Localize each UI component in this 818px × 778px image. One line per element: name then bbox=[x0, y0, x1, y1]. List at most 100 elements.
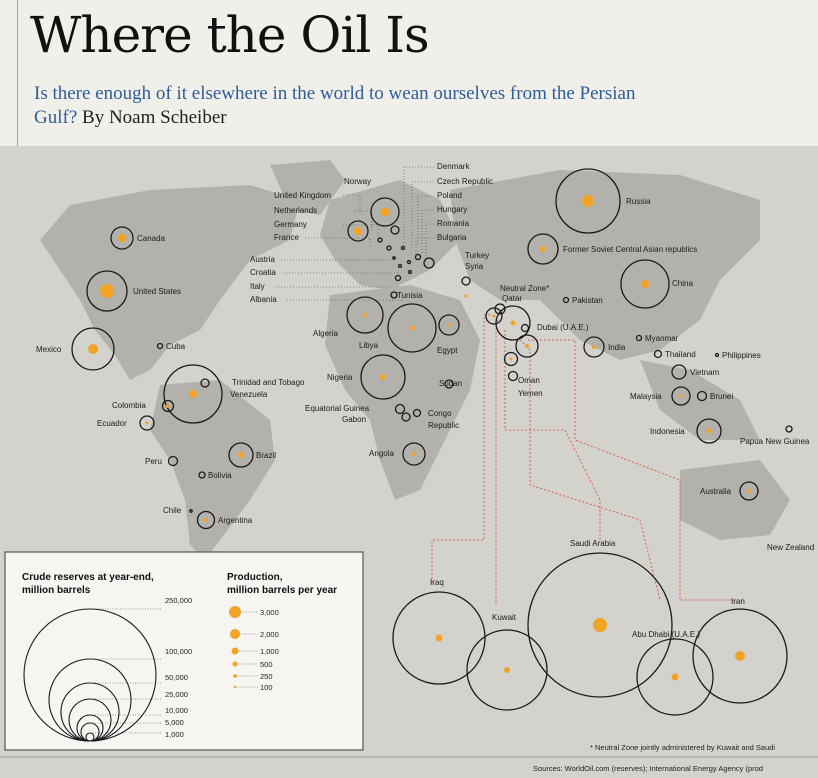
legend-prod-1000: 1,000 bbox=[260, 647, 279, 656]
legend-reserve-values: 250,000 100,000 50,000 25,000 10,000 5,0… bbox=[165, 596, 192, 739]
prod-iraq bbox=[435, 634, 443, 642]
label-malaysia: Malaysia bbox=[630, 392, 662, 401]
label-venezuela: Venezuela bbox=[230, 390, 268, 399]
label-oman: Oman bbox=[518, 376, 540, 385]
label-kuwait: Kuwait bbox=[492, 613, 517, 622]
label-australia: Australia bbox=[700, 487, 732, 496]
prod-iran bbox=[735, 651, 745, 661]
prod-qatar bbox=[492, 314, 496, 318]
reserve-mexico bbox=[71, 327, 115, 371]
leader-iran bbox=[528, 339, 735, 601]
reserve-albania bbox=[407, 269, 413, 275]
label-colombia: Colombia bbox=[112, 401, 146, 410]
label-abu-dhabi: Abu Dhabi (U.A.E.) bbox=[632, 630, 700, 639]
leader-czech bbox=[411, 181, 434, 250]
label-congo: Congo bbox=[428, 409, 452, 418]
label-libya: Libya bbox=[359, 341, 379, 350]
reserve-pakistan bbox=[562, 296, 570, 304]
reserve-neutral-zone bbox=[494, 303, 506, 315]
leader-kuwait bbox=[495, 319, 499, 605]
reserve-brazil bbox=[228, 442, 254, 468]
production-dots bbox=[88, 195, 751, 681]
label-russia: Russia bbox=[626, 197, 651, 206]
prod-australia bbox=[747, 489, 751, 493]
prod-syria bbox=[464, 294, 468, 298]
label-nigeria: Nigeria bbox=[327, 373, 353, 382]
prod-brazil bbox=[238, 452, 244, 458]
reserve-venezuela bbox=[163, 364, 223, 424]
label-trinidad: Trinidad and Tobago bbox=[232, 378, 305, 387]
prod-india bbox=[592, 345, 596, 349]
label-algeria: Algeria bbox=[313, 329, 338, 338]
label-pakistan: Pakistan bbox=[572, 296, 603, 305]
label-italy: Italy bbox=[250, 282, 265, 291]
reserve-hungary bbox=[406, 259, 412, 265]
reserve-austria bbox=[392, 256, 396, 260]
reserve-gulf-right bbox=[515, 334, 539, 358]
label-gabon: Gabon bbox=[342, 415, 366, 424]
reserve-chile bbox=[189, 509, 193, 513]
label-cuba: Cuba bbox=[166, 342, 186, 351]
legend-prod-250: 250 bbox=[260, 672, 273, 681]
prod-egypt bbox=[447, 323, 451, 327]
greenland-land bbox=[270, 160, 345, 215]
reserve-thailand bbox=[653, 349, 663, 359]
reserve-denmark bbox=[390, 225, 400, 235]
label-papua-new-guinea: Papua New Guinea bbox=[740, 437, 810, 446]
legend-reserves-title-1: Crude reserves at year-end, bbox=[22, 572, 154, 583]
reserve-indonesia bbox=[696, 418, 722, 444]
reserve-kuwait bbox=[466, 629, 548, 711]
reserve-australia bbox=[739, 481, 759, 501]
reserve-angola bbox=[402, 442, 426, 466]
legend-reserve-5000: 5,000 bbox=[165, 718, 184, 727]
reserve-china bbox=[620, 259, 670, 309]
europe-leader-lines bbox=[275, 166, 434, 301]
leader-hungary bbox=[421, 209, 434, 255]
label-neutral-zone: Neutral Zone* bbox=[500, 284, 549, 293]
label-dubai: Dubai (U.A.E.) bbox=[537, 323, 589, 332]
legend-production-title-1: Production, bbox=[227, 572, 283, 583]
reserve-vietnam bbox=[671, 364, 687, 380]
reserve-poland bbox=[400, 245, 406, 251]
reserve-iraq bbox=[392, 591, 486, 685]
prod-norway bbox=[380, 207, 390, 217]
reserve-congo bbox=[412, 408, 422, 418]
leader-bulgaria bbox=[415, 237, 434, 262]
leader-abu-dhabi bbox=[519, 339, 661, 601]
label-ecuador: Ecuador bbox=[97, 419, 127, 428]
legend-reserve-100000: 100,000 bbox=[165, 647, 192, 656]
prod-china bbox=[641, 280, 649, 288]
reserve-germany bbox=[386, 245, 392, 251]
legend-dot-1000 bbox=[231, 647, 239, 655]
legend-production-values: 3,000 2,000 1,000 500 250 100 bbox=[260, 608, 279, 692]
legend-prod-500: 500 bbox=[260, 660, 273, 669]
prod-saudi-arabia bbox=[593, 618, 607, 632]
legend-production-dots bbox=[229, 606, 241, 689]
reserve-iran bbox=[692, 608, 788, 704]
reserve-turkey-syria bbox=[423, 257, 435, 269]
label-romania: Romania bbox=[437, 219, 470, 228]
subtitle-question: Is there enough of it elsewhere in the w… bbox=[34, 83, 636, 128]
label-yemen: Yemen bbox=[518, 389, 543, 398]
label-vietnam: Vietnam bbox=[690, 368, 720, 377]
country-labels: Canada United States Mexico Cuba Trinida… bbox=[36, 162, 814, 639]
leader-france bbox=[305, 237, 371, 246]
reserve-trinidad bbox=[200, 378, 210, 388]
world-oil-map: Canada United States Mexico Cuba Trinida… bbox=[0, 160, 818, 773]
page-title: Where the Oil Is bbox=[30, 6, 430, 64]
label-indonesia: Indonesia bbox=[650, 427, 685, 436]
label-syria: Syria bbox=[465, 262, 484, 271]
label-qatar: Qatar bbox=[502, 294, 522, 303]
label-sudan: Sudan bbox=[439, 379, 462, 388]
reserve-yemen bbox=[507, 370, 519, 382]
prod-nigeria bbox=[380, 374, 386, 380]
reserve-philippines bbox=[714, 352, 720, 358]
legend-prod-2000: 2,000 bbox=[260, 630, 279, 639]
legend-reserve-25000: 25,000 bbox=[165, 690, 188, 699]
reserve-bolivia bbox=[198, 471, 206, 479]
reserve-netherlands bbox=[377, 237, 383, 243]
reserve-italy bbox=[394, 274, 402, 282]
legend-reserve-50000: 50,000 bbox=[165, 673, 188, 682]
prod-colombia bbox=[166, 404, 170, 408]
label-turkey: Turkey bbox=[465, 251, 489, 260]
